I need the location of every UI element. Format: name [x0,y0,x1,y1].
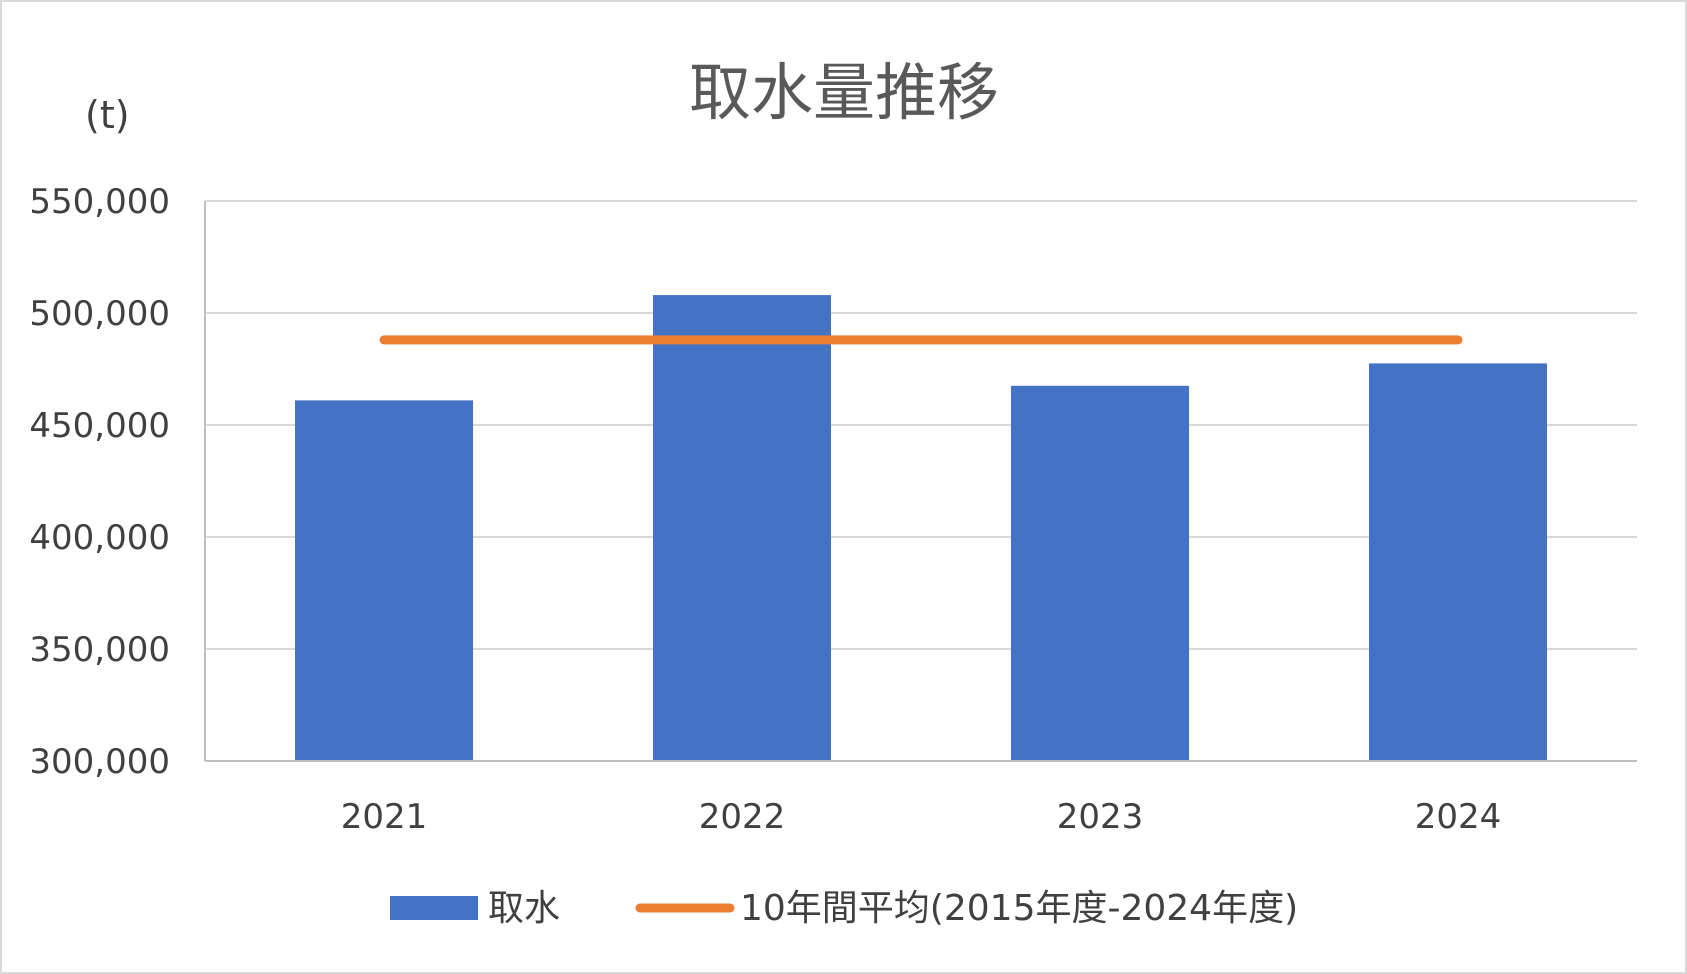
y-axis-tick-labels: 300,000 350,000 400,000 450,000 500,000 550,0… [29,182,170,782]
y-tick-label: 400,000 [29,518,170,558]
x-tick-label: 2022 [699,797,786,837]
legend-bar-swatch [390,896,478,920]
chart-title: 取水量推移 [689,56,999,129]
axes [204,201,1637,762]
y-tick-label: 300,000 [29,742,170,782]
y-tick-label: 500,000 [29,294,170,334]
y-tick-label: 350,000 [29,630,170,670]
bar-series [295,295,1547,761]
legend-line-label: 10年間平均(2015年度-2024年度) [740,888,1298,929]
bar [1011,385,1189,761]
x-axis-tick-labels: 2021 2022 2023 2024 [341,797,1502,837]
bar [295,400,473,761]
y-axis-unit-label: (t) [85,93,130,137]
x-tick-label: 2024 [1415,797,1502,837]
x-tick-label: 2021 [341,797,428,837]
x-tick-label: 2023 [1057,797,1144,837]
bar [1369,363,1547,761]
bar [653,295,831,761]
legend: 取水 10年間平均(2015年度-2024年度) [390,888,1298,929]
y-tick-label: 450,000 [29,406,170,446]
y-tick-label: 550,000 [29,182,170,222]
legend-bar-label: 取水 [488,888,560,929]
